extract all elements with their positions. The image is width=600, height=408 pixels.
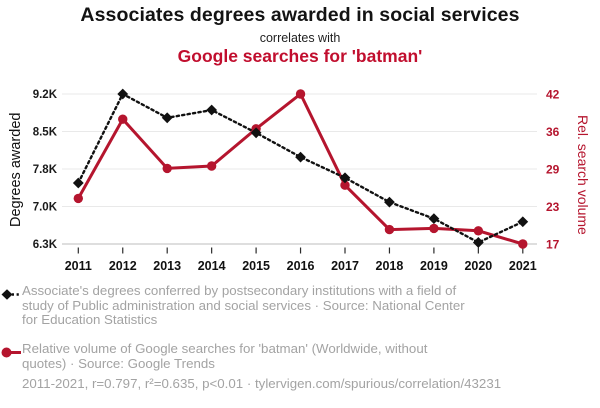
data-point-diamond [472,237,484,248]
x-axis-label: 2016 [287,259,315,273]
x-axis-label: 2018 [376,259,404,273]
x-axis-label: 2011 [65,259,92,273]
data-point-circle [295,89,306,99]
x-axis-label: 2015 [242,259,270,273]
data-point-diamond [517,216,529,228]
chart-connector-text: correlates with [259,31,341,45]
data-point-diamond [72,177,84,189]
data-point-circle [429,223,439,234]
data-point-circle [73,193,84,204]
stats-footer: 2011-2021, r=0.797, r²=0.635, p<0.01 · t… [22,376,502,391]
y-axis-tick-right: 42 [546,88,560,102]
x-axis-label: 2020 [464,259,492,273]
data-point-circle [118,114,128,124]
data-point-diamond [250,127,262,139]
x-axis-label: 2013 [153,259,181,273]
data-point-diamond [206,104,218,116]
right-axis-title: Rel. search volume [575,115,591,235]
y-axis-tick-left: 6.3K [33,239,58,251]
x-axis-label: 2012 [109,259,137,273]
chart-subtitle: Google searches for 'batman' [177,46,423,66]
data-point-diamond [161,112,173,124]
data-point-diamond [384,196,395,208]
x-axis-label: 2019 [420,259,448,273]
searches-legend-circle-icon [1,347,21,358]
y-axis-tick-left: 9.2K [33,89,58,101]
data-point-circle [473,226,484,236]
data-point-circle [206,161,217,171]
y-axis-tick-left: 7.8K [33,164,58,176]
data-point-diamond [117,88,129,100]
x-axis-label: 2021 [509,259,537,273]
y-axis-tick-left: 8.5K [33,127,58,139]
data-point-circle [340,180,350,190]
y-axis-tick-left: 7.0K [33,202,58,214]
data-point-diamond [295,151,306,163]
data-point-diamond [428,213,440,225]
degrees-legend-diamond-icon [1,289,21,300]
y-axis-tick-right: 29 [546,163,560,177]
x-axis-label: 2014 [198,259,226,273]
x-axis-label: 2017 [331,259,359,273]
chart-title: Associates degrees awarded in social ser… [80,4,520,26]
line-chart-plot: 9.2K 42 8.5K 36 7.8K 29 7.0K 23 6.3K 17 2011 2012 20… [33,88,560,274]
degrees-legend-text: Associate's degrees conferred by postsec… [22,283,465,328]
data-point-circle [162,163,172,174]
data-point-circle [384,224,395,235]
y-axis-tick-right: 36 [546,125,560,139]
data-point-circle [518,239,528,249]
y-axis-tick-right: 23 [546,200,560,214]
searches-legend-text: Relative volume of Google searches for '… [22,341,428,371]
series-line-left [77,92,524,244]
y-axis-tick-right: 17 [546,238,560,252]
data-point-diamond [339,172,351,184]
